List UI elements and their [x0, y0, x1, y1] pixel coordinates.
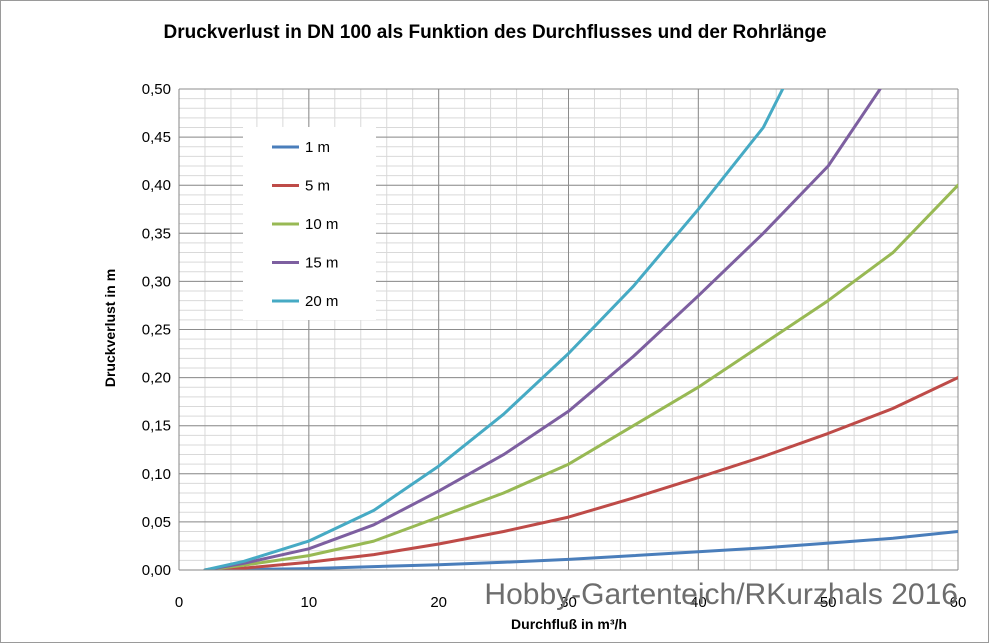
x-tick-label: 20 [430, 594, 447, 611]
series-line-5 [203, 89, 785, 570]
chart-title: Druckverlust in DN 100 als Funktion des … [163, 22, 826, 43]
watermark-text: Hobby-Gartenteich/RKurzhals 2016 [484, 578, 958, 611]
x-tick-label: 40 [690, 594, 707, 611]
y-tick-label: 0,45 [142, 129, 171, 146]
x-tick-label: 0 [175, 594, 183, 611]
legend-items: 1 m 5 m 10 m 15 m 20 m [272, 139, 338, 310]
x-tick-label: 30 [560, 594, 577, 611]
y-tick-label: 0,05 [142, 514, 171, 531]
series-line-1 [203, 530, 958, 570]
y-tick-label: 0,00 [142, 562, 171, 579]
series-lines [203, 89, 958, 570]
legend-label: 20 m [305, 293, 338, 310]
x-axis-label: Durchfluß in m³/h [511, 616, 627, 632]
y-tick-label: 0,30 [142, 273, 171, 290]
series-line-4 [203, 89, 882, 570]
legend [243, 127, 376, 320]
series-line-2 [203, 376, 958, 570]
legend-label: 5 m [305, 178, 330, 195]
legend-label: 10 m [305, 216, 338, 233]
y-tick-labels: 0,00 0,05 0,10 0,15 0,20 0,25 0,30 0,35 0,40 0,45… [142, 81, 171, 579]
legend-label: 1 m [305, 139, 330, 156]
x-tick-label: 10 [300, 594, 317, 611]
y-axis-label: Druckverlust in m [102, 269, 118, 387]
x-tick-labels: 0 10 20 30 40 50 60 [175, 594, 967, 611]
series-line-3 [203, 183, 958, 570]
y-tick-label: 0,50 [142, 81, 171, 98]
legend-label: 15 m [305, 255, 338, 272]
x-tick-label: 50 [820, 594, 837, 611]
y-tick-label: 0,20 [142, 370, 171, 387]
y-tick-label: 0,40 [142, 177, 171, 194]
y-tick-label: 0,15 [142, 418, 171, 435]
y-tick-label: 0,10 [142, 466, 171, 483]
x-tick-label: 60 [950, 594, 967, 611]
y-tick-label: 0,35 [142, 225, 171, 242]
y-tick-label: 0,25 [142, 322, 171, 339]
